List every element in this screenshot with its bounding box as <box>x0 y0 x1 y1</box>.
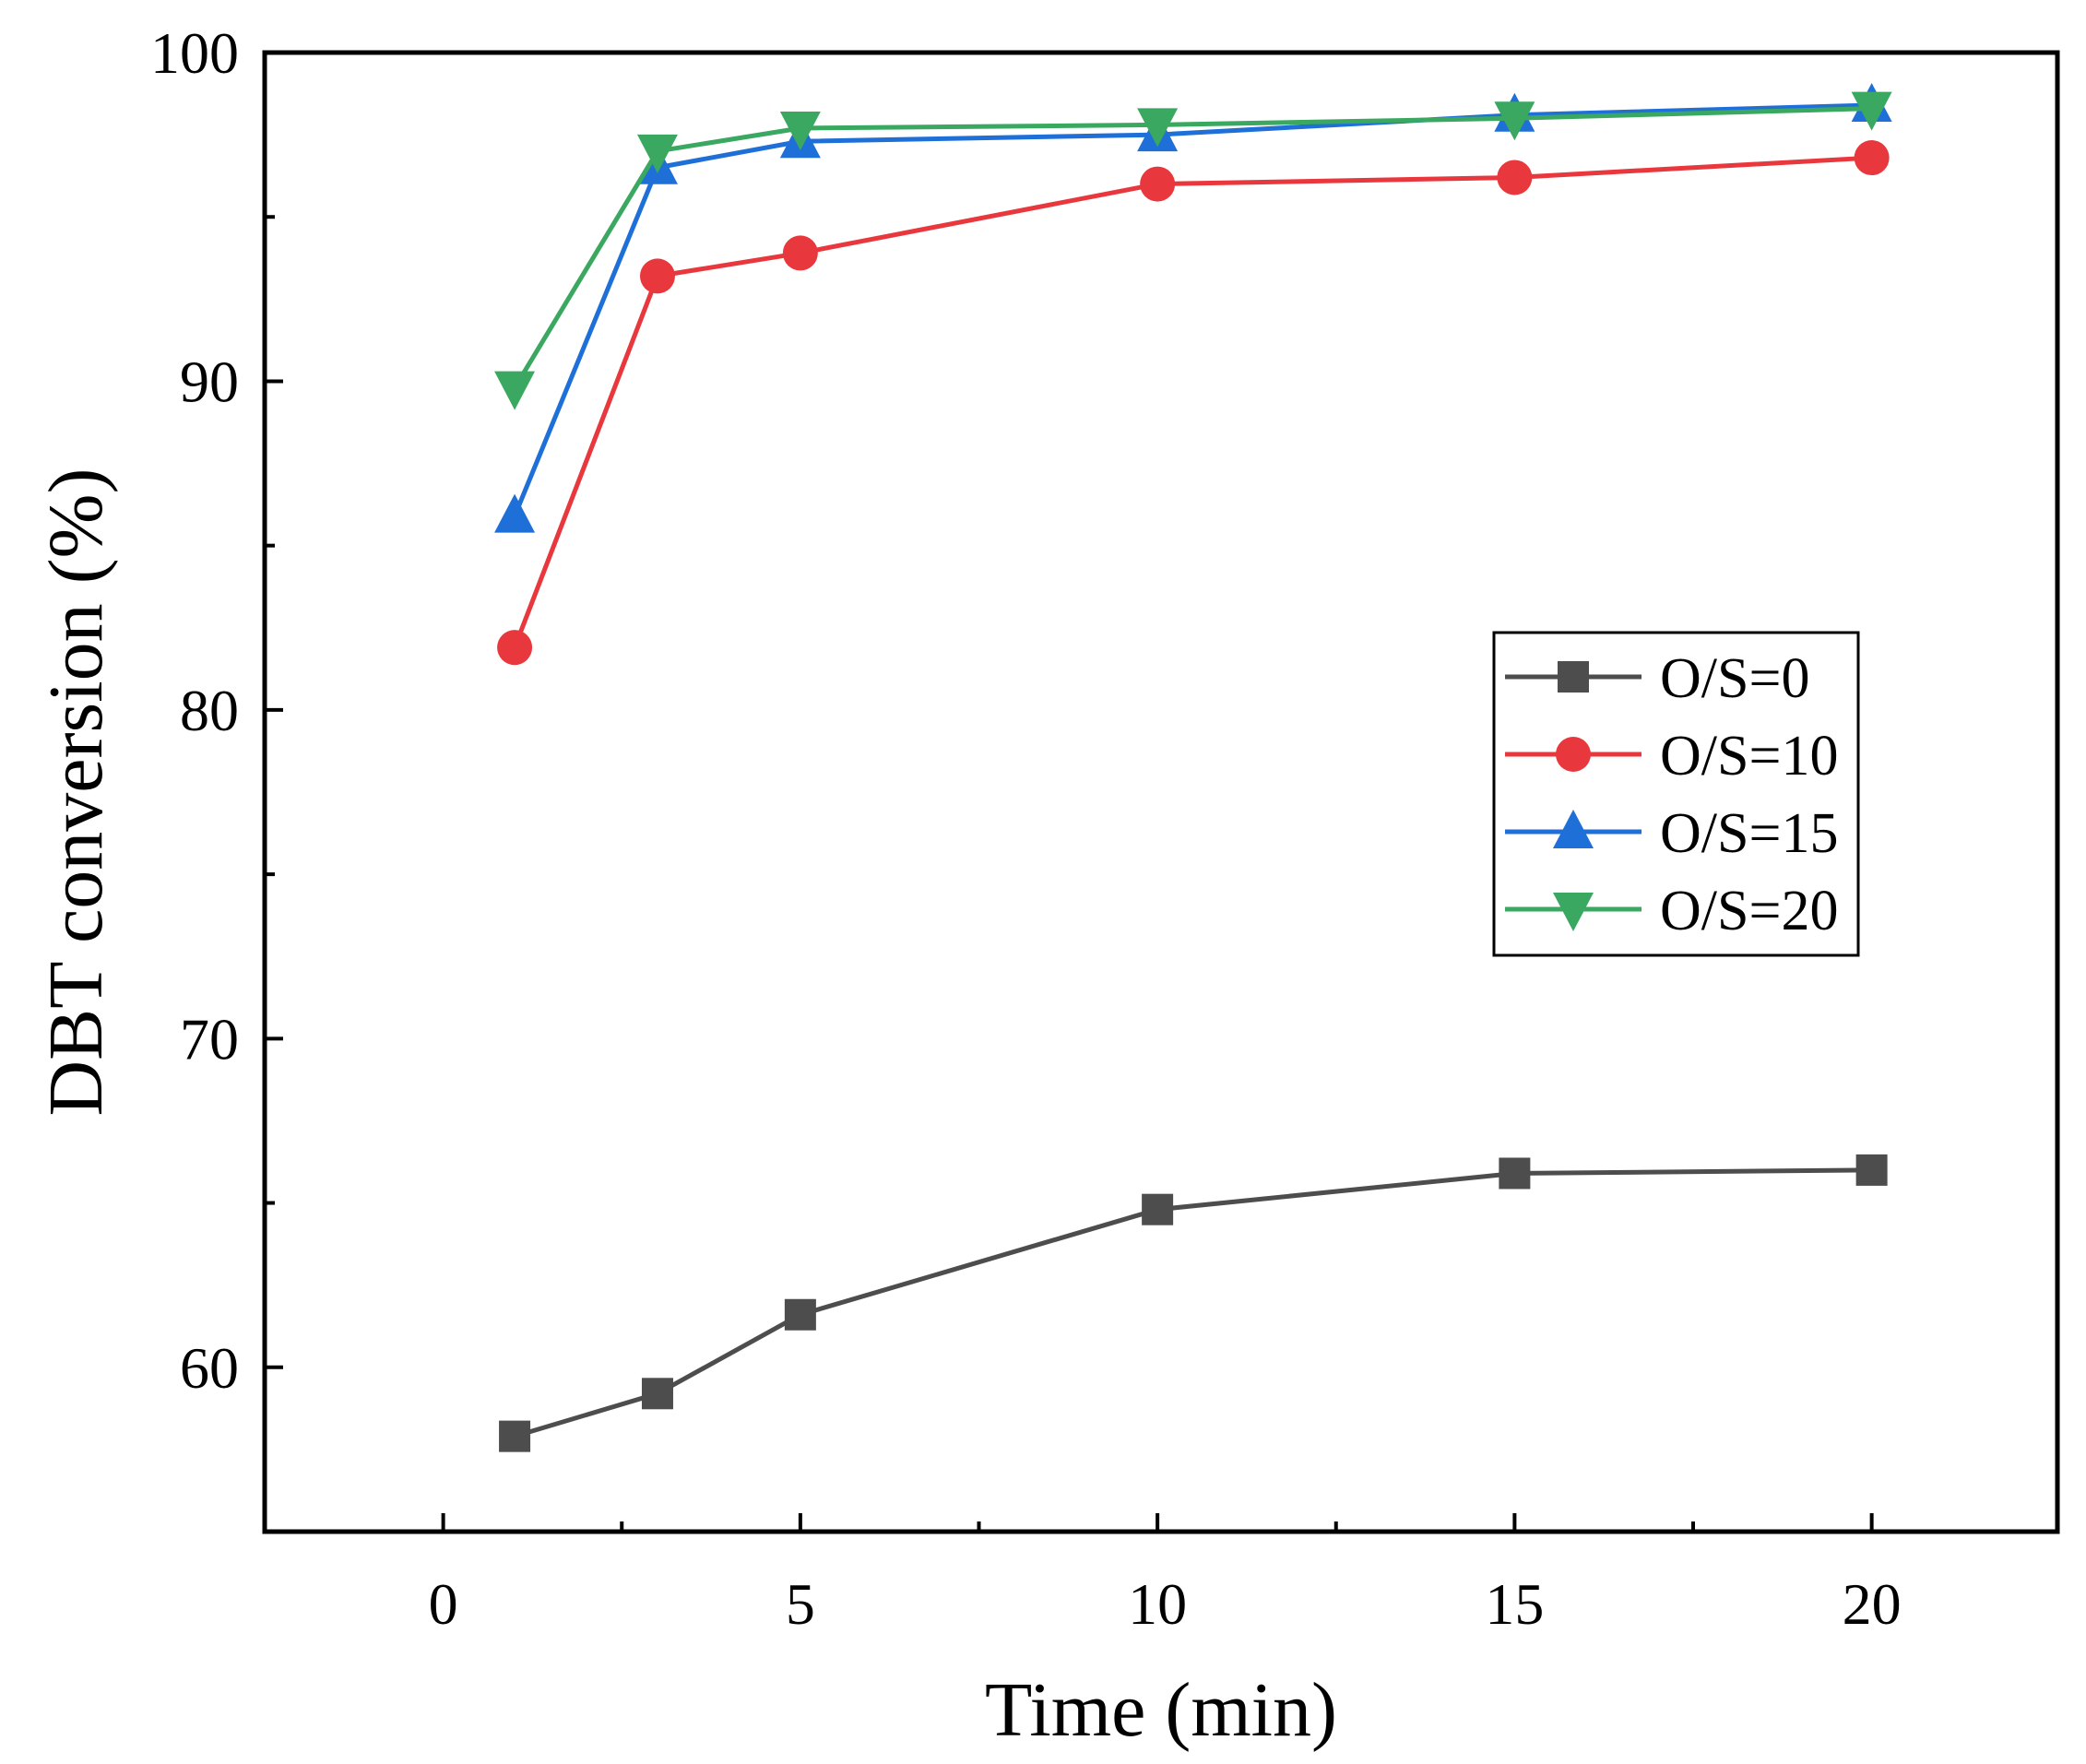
data-point <box>1851 91 1892 131</box>
legend-label: O/S=10 <box>1660 725 1838 787</box>
data-point <box>1142 1193 1174 1225</box>
data-point <box>779 111 821 150</box>
legend-item: O/S=10 <box>1505 725 1838 787</box>
x-tick-label: 5 <box>786 1571 815 1637</box>
legend-marker <box>1553 893 1594 931</box>
data-point <box>641 1378 673 1410</box>
y-tick-label: 100 <box>150 20 239 86</box>
series-O/S=10 <box>497 140 1890 666</box>
data-point <box>1497 160 1533 195</box>
x-tick-label: 20 <box>1843 1571 1902 1637</box>
data-point <box>784 1298 816 1331</box>
legend-box <box>1492 631 1860 957</box>
y-axis-title: DBT conversion (%) <box>33 468 119 1117</box>
series-O/S=0 <box>499 1154 1888 1452</box>
data-point <box>1494 101 1535 141</box>
x-axis-title: Time (min) <box>985 1667 1337 1753</box>
y-tick-label: 70 <box>180 1006 239 1071</box>
series-line <box>512 102 1872 517</box>
data-point <box>1137 108 1179 148</box>
data-point <box>782 235 818 271</box>
data-point <box>636 134 678 173</box>
data-point <box>1854 140 1890 176</box>
legend-marker <box>1553 810 1594 848</box>
x-tick-label: 10 <box>1128 1571 1187 1637</box>
series-line <box>512 106 1872 389</box>
series-O/S=15 <box>494 83 1892 533</box>
plot-frame <box>262 50 2060 1534</box>
legend-marker <box>1556 737 1591 772</box>
x-tick-label: 15 <box>1485 1571 1544 1637</box>
data-point <box>1140 166 1176 202</box>
data-point <box>1855 1154 1888 1186</box>
data-point <box>639 258 675 294</box>
x-tick-label: 0 <box>429 1571 458 1637</box>
y-tick-label: 60 <box>180 1335 239 1401</box>
series-layer <box>494 83 1892 1452</box>
data-point <box>494 493 536 533</box>
y-tick-label: 90 <box>180 349 239 414</box>
data-point <box>499 1420 531 1452</box>
legend-label: O/S=0 <box>1660 647 1809 710</box>
axis-ticks: 0 5 10 15 20 60 70 80 90 100 <box>150 20 1902 1637</box>
y-tick-label: 80 <box>180 678 239 743</box>
legend-marker <box>1558 661 1589 693</box>
series-O/S=20 <box>494 91 1892 410</box>
legend: O/S=0 O/S=10 O/S=15 O/S=20 <box>1492 631 1860 957</box>
legend-item: O/S=15 <box>1505 802 1838 865</box>
data-point <box>1499 1157 1531 1190</box>
legend-label: O/S=15 <box>1660 802 1838 865</box>
data-point <box>497 630 533 666</box>
series-line <box>514 1167 1872 1439</box>
series-line <box>512 155 1872 649</box>
legend-item: O/S=0 <box>1505 647 1809 710</box>
legend-item: O/S=20 <box>1505 880 1838 942</box>
data-point <box>494 371 536 410</box>
legend-label: O/S=20 <box>1660 880 1838 942</box>
